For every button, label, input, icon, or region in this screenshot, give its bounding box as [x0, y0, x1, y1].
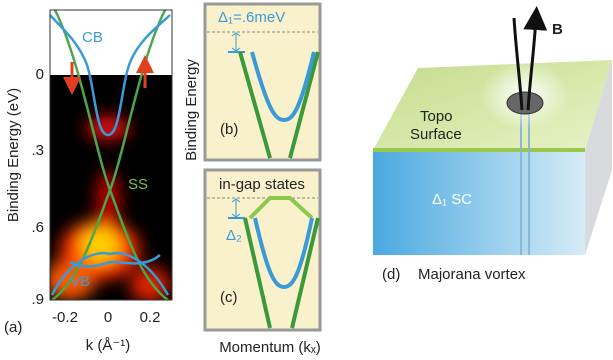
- y-axis-label: Binding Energy: [183, 59, 200, 161]
- vortex: [506, 91, 544, 115]
- panel-c: in-gap states Δ₂ (c): [203, 168, 322, 332]
- surface-band: [243, 217, 320, 329]
- in-gap-state: [248, 196, 314, 220]
- gap-label: Δ₂: [226, 227, 242, 244]
- panel-label: (d): [382, 266, 400, 283]
- panel-b: Δ₁=.6meV (b): [203, 2, 322, 162]
- panel-title: in-gap states: [219, 176, 305, 193]
- y-axis-label: Binding Energy (eV): [5, 88, 22, 222]
- x-tick-label: 0: [104, 309, 112, 326]
- panel-a: CB SS VB 0 .3 .6 .9 -0.2 0 0.2 Binding E…: [4, 9, 173, 354]
- surface-label: Surface: [410, 126, 462, 143]
- x-tick-label: 0.2: [140, 309, 161, 326]
- panel-label: (a): [4, 319, 22, 336]
- bulk-band: [250, 51, 316, 123]
- panel-label: (c): [220, 289, 238, 306]
- bulk-side: [585, 60, 612, 255]
- surface-label: Topo: [420, 108, 453, 125]
- y-tick-label: 0: [36, 66, 44, 83]
- x-tick-label: -0.2: [52, 309, 78, 326]
- field-label: B: [552, 21, 563, 38]
- bands: [49, 9, 171, 302]
- annotation: VB: [70, 273, 90, 290]
- gap-label: Δ₁=.6meV: [218, 9, 285, 26]
- surface-band: [238, 51, 320, 159]
- field-line: [512, 18, 536, 111]
- caption: Majorana vortex: [418, 266, 526, 283]
- panel-label: (b): [220, 121, 238, 138]
- bulk-band: [253, 217, 314, 290]
- bulk-front: [373, 150, 585, 255]
- axes-frame: [49, 9, 173, 301]
- x-axis-label: k (Å⁻¹): [86, 337, 131, 354]
- bulk-label: Δ₁ SC: [432, 191, 472, 208]
- y-tick-label: .3: [31, 142, 44, 159]
- vortex-core: [520, 105, 530, 255]
- annotation: SS: [128, 176, 148, 193]
- annotation: CB: [82, 29, 103, 46]
- y-tick-label: .6: [31, 219, 44, 236]
- x-axis-label: Momentum (kₓ): [219, 339, 321, 356]
- panel-d: B Topo Surface Δ₁ SC (d) Majorana vortex: [373, 18, 612, 283]
- y-tick-label: .9: [31, 291, 44, 308]
